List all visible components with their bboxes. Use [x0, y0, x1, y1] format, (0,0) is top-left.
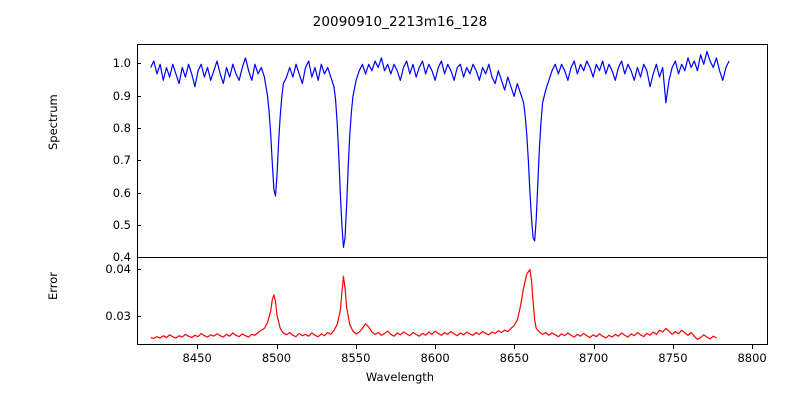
error-panel	[137, 257, 768, 345]
spectrum-ytick-label: 0.6	[91, 186, 131, 200]
wavelength-xtick	[356, 345, 357, 349]
error-trace	[151, 269, 717, 339]
wavelength-xtick-label: 8750	[658, 351, 687, 365]
spectrum-ytick-label: 0.5	[91, 218, 131, 232]
spectrum-ytick-label: 0.9	[91, 89, 131, 103]
spectrum-ytick-label: 1.0	[91, 56, 131, 70]
wavelength-xtick	[514, 345, 515, 349]
wavelength-xtick-label: 8700	[579, 351, 608, 365]
wavelength-axis-title: Wavelength	[0, 370, 800, 384]
wavelength-xtick	[277, 345, 278, 349]
wavelength-xtick-label: 8500	[262, 351, 291, 365]
spectrum-trace	[151, 51, 729, 247]
spectrum-ytick-label: 0.8	[91, 121, 131, 135]
wavelength-xtick-label: 8650	[500, 351, 529, 365]
figure-title: 20090910_2213m16_128	[0, 14, 800, 30]
wavelength-xtick	[673, 345, 674, 349]
wavelength-xtick-label: 8800	[737, 351, 766, 365]
wavelength-xtick	[752, 345, 753, 349]
spectrum-ytick	[137, 96, 141, 97]
error-ytick-label: 0.03	[91, 309, 131, 323]
wavelength-xtick-label: 8600	[420, 351, 449, 365]
spectrum-ytick	[137, 257, 141, 258]
wavelength-xtick-label: 8450	[183, 351, 212, 365]
error-ytick	[137, 316, 141, 317]
spectrum-ytick	[137, 193, 141, 194]
error-ytick-label: 0.04	[91, 262, 131, 276]
spectrum-panel	[137, 44, 768, 257]
wavelength-xtick	[594, 345, 595, 349]
spectrum-ytick-label: 0.7	[91, 153, 131, 167]
wavelength-xtick	[197, 345, 198, 349]
figure-canvas: 20090910_2213m16_128 0.40.50.60.70.80.91…	[0, 0, 800, 400]
spectrum-ytick	[137, 160, 141, 161]
wavelength-xtick	[435, 345, 436, 349]
error-plot-area	[138, 258, 767, 344]
spectrum-plot-area	[138, 45, 767, 257]
error-ytick	[137, 269, 141, 270]
spectrum-ytick	[137, 128, 141, 129]
spectrum-ytick	[137, 63, 141, 64]
wavelength-xtick-label: 8550	[341, 351, 370, 365]
spectrum-ytick	[137, 225, 141, 226]
